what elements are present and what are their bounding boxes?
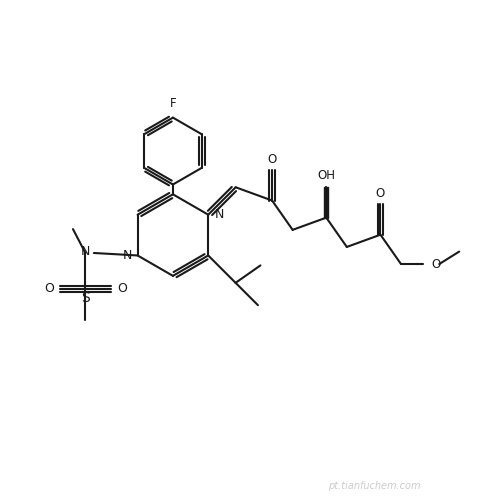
Polygon shape <box>324 187 328 218</box>
Text: pt.tianfuchem.com: pt.tianfuchem.com <box>328 481 420 491</box>
Text: N: N <box>122 249 132 262</box>
Text: N: N <box>80 246 90 258</box>
Text: O: O <box>268 154 276 166</box>
Text: O: O <box>117 282 126 296</box>
Text: O: O <box>432 258 441 270</box>
Text: O: O <box>376 188 385 200</box>
Text: F: F <box>170 97 176 110</box>
Text: OH: OH <box>318 170 336 182</box>
Text: N: N <box>214 208 224 221</box>
Text: O: O <box>44 282 54 296</box>
Text: S: S <box>81 292 90 306</box>
